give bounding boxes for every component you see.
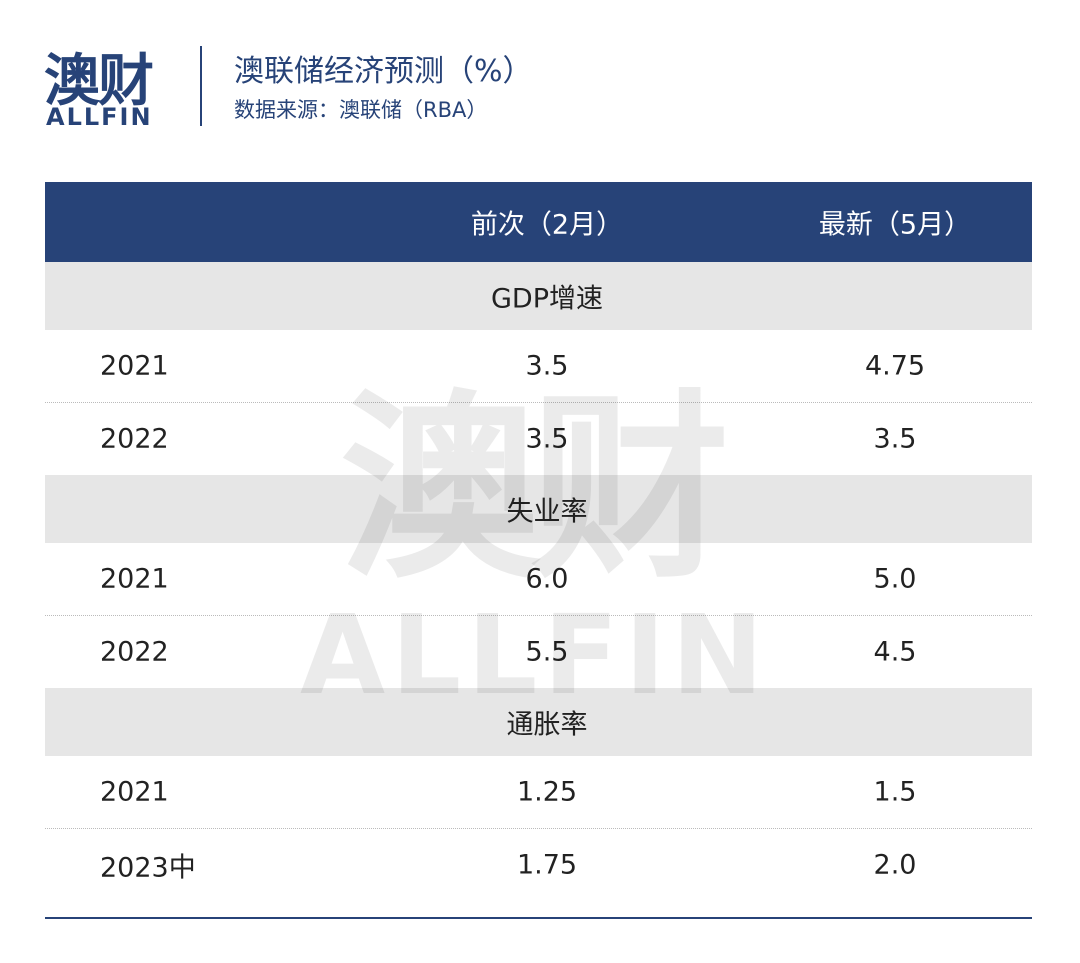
data-row: 2021 3.5 4.75 — [45, 330, 1032, 403]
title: 澳联储经济预测（%） — [234, 54, 533, 89]
cell: 2023中 — [100, 852, 196, 884]
section-row: 通胀率 — [45, 688, 1032, 756]
divider — [200, 46, 202, 126]
table: 前次（2月） 最新（5月） GDP增速 2021 3.5 4.75 2022 3.5 3.5 失业… — [45, 182, 1032, 901]
cell: 2022 — [100, 636, 169, 668]
data-row: 2023中 1.75 2.0 — [45, 829, 1032, 901]
section-row: 失业率 — [45, 475, 1032, 543]
cell: 2021 — [100, 563, 169, 595]
cell: 2022 — [100, 423, 169, 455]
bottom-rule — [45, 917, 1032, 919]
header-row: 前次（2月） 最新（5月） — [45, 182, 1032, 262]
logo-name: 澳财 — [44, 49, 154, 114]
cell: 2021 — [100, 776, 169, 808]
subtitle: 数据来源：澳联储（RBA） — [234, 98, 488, 122]
data-row: 2022 3.5 3.5 — [100, 423, 917, 455]
cell: 2021 — [100, 350, 169, 382]
section-row: GDP增速 — [45, 262, 1032, 330]
data-row: 2021 6.0 5.0 — [45, 543, 1032, 616]
data-row: 2022 5.5 4.5 — [100, 636, 917, 668]
logo-latin: ALLFIN — [46, 103, 153, 131]
data-row: 2021 1.25 1.5 — [45, 756, 1032, 829]
